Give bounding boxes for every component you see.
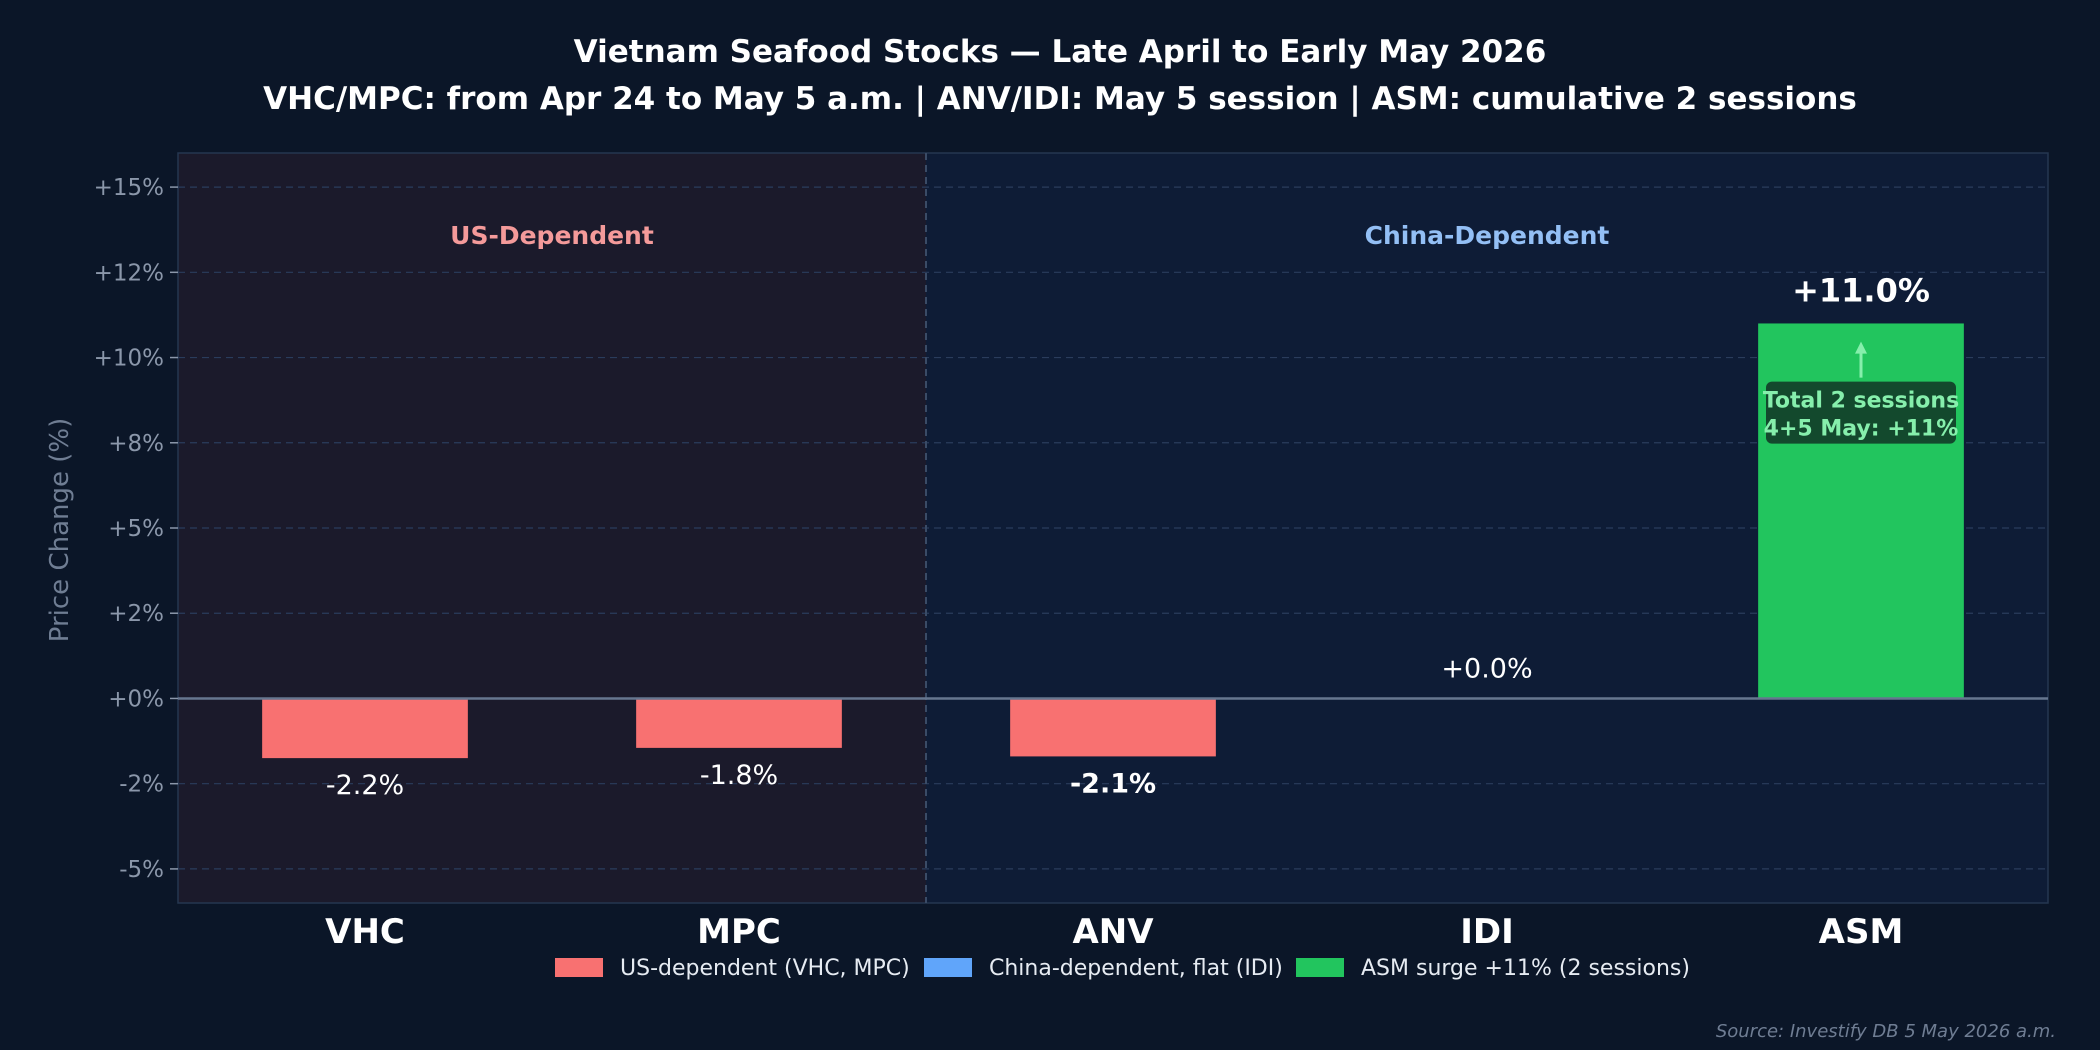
bar-anv xyxy=(1010,698,1216,757)
bar-asm xyxy=(1758,323,1964,699)
chart-title: Vietnam Seafood Stocks — Late April to E… xyxy=(574,34,1547,70)
x-tick-label-vhc: VHC xyxy=(325,912,405,952)
x-tick-label-anv: ANV xyxy=(1072,912,1154,952)
legend-label-1: China-dependent, flat (IDI) xyxy=(989,956,1283,981)
legend-swatch-1 xyxy=(924,958,972,977)
y-tick-label: +2% xyxy=(108,601,164,627)
value-label-mpc: -1.8% xyxy=(700,760,778,791)
y-tick-label: -5% xyxy=(119,857,164,883)
annotation-box xyxy=(1766,381,1956,444)
annotation-text: 4+5 May: +11% xyxy=(1764,417,1959,442)
annotation-text: Total 2 sessions xyxy=(1763,389,1959,414)
y-tick-label: +10% xyxy=(94,346,164,372)
bar-mpc xyxy=(636,698,842,748)
chart-subtitle: VHC/MPC: from Apr 24 to May 5 a.m. | ANV… xyxy=(263,81,1857,117)
region-label-1: China-Dependent xyxy=(1365,221,1610,250)
value-label-vhc: -2.2% xyxy=(326,770,404,801)
legend-label-0: US-dependent (VHC, MPC) xyxy=(620,956,910,981)
value-label-idi: +0.0% xyxy=(1441,653,1532,684)
value-label-asm: +11.0% xyxy=(1792,271,1930,309)
legend-label-2: ASM surge +11% (2 sessions) xyxy=(1361,956,1690,981)
y-tick-label: +8% xyxy=(108,431,164,457)
y-tick-label: +0% xyxy=(108,686,164,712)
y-tick-label: +15% xyxy=(94,175,164,201)
y-axis-label: Price Change (%) xyxy=(45,418,75,643)
legend-swatch-2 xyxy=(1296,958,1344,977)
y-tick-label: +5% xyxy=(108,516,164,542)
legend-swatch-0 xyxy=(555,958,603,977)
y-tick-label: -2% xyxy=(119,772,164,798)
bar-vhc xyxy=(262,698,468,759)
x-tick-label-asm: ASM xyxy=(1819,912,1904,952)
y-tick-label: +12% xyxy=(94,260,164,286)
source-note: Source: Investify DB 5 May 2026 a.m. xyxy=(1716,1021,2056,1042)
x-tick-label-mpc: MPC xyxy=(697,912,781,952)
region-label-0: US-Dependent xyxy=(450,221,654,250)
x-tick-label-idi: IDI xyxy=(1460,912,1514,952)
value-label-anv: -2.1% xyxy=(1070,768,1156,799)
annotation-arrow-head xyxy=(1855,341,1867,354)
